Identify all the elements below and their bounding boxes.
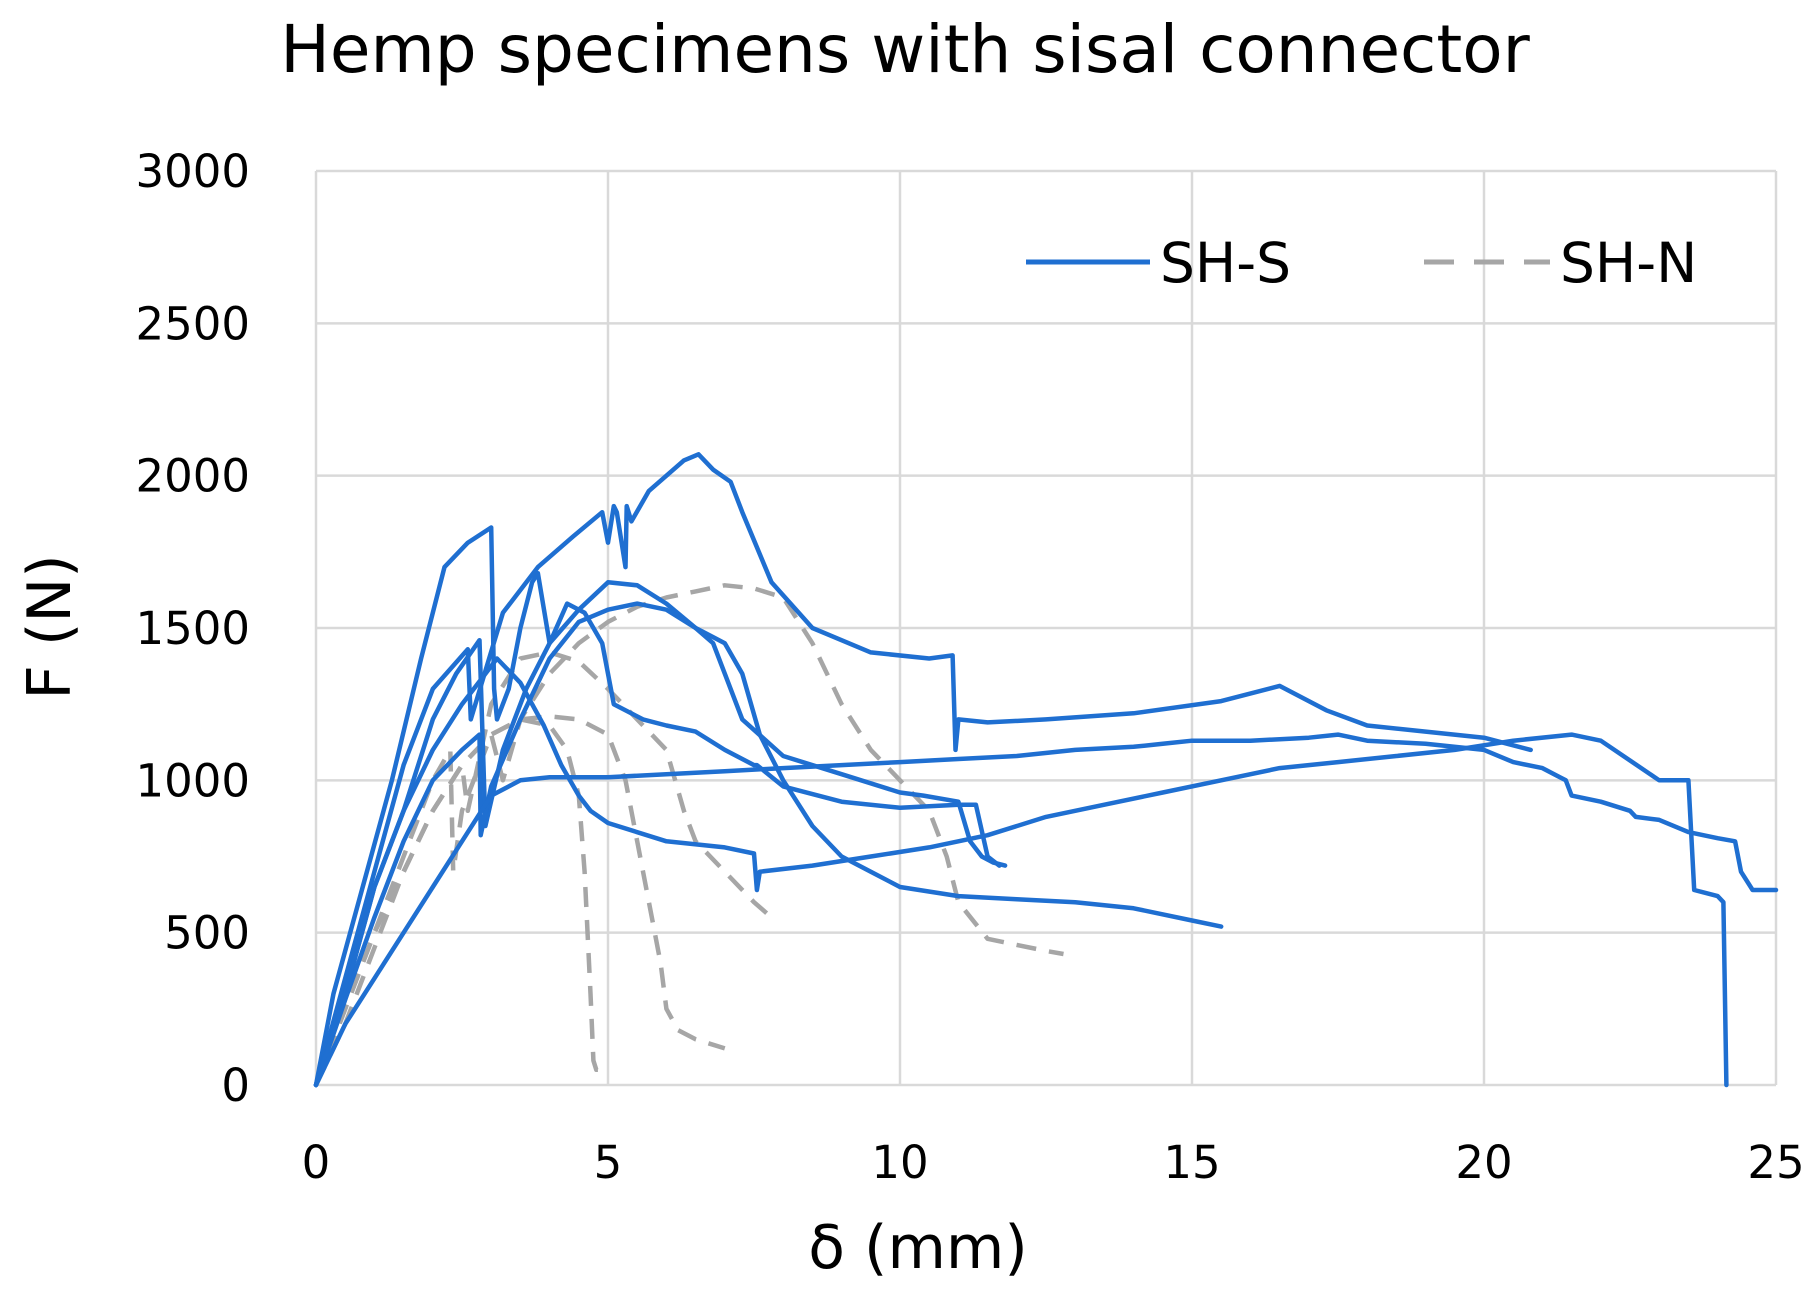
y-tick-label: 1500 [135,602,250,655]
x-tick-label: 15 [1163,1136,1220,1189]
legend: SH-S SH-N [1026,231,1697,295]
x-tick-label: 10 [871,1136,928,1189]
series-line-sh-s-4 [313,656,1729,1088]
y-axis-label: F (N) [15,554,85,699]
y-tick-label: 1000 [135,754,250,807]
series-line-sh-n-10 [313,583,1064,1086]
tick-labels: 0 5 10 15 20 25 0 500 1000 1500 2000 2500 3000 [135,145,1804,1189]
series-line-sh-s-2 [313,452,1533,1088]
series-line-sh-s-6 [313,732,1779,1088]
legend-label-sh-s: SH-S [1160,231,1291,295]
x-tick-label: 20 [1455,1136,1512,1189]
x-tick-label: 5 [594,1136,623,1189]
x-axis-label: δ (mm) [808,1213,1028,1283]
y-tick-label: 0 [221,1059,250,1112]
series-line-sh-s-1 [313,525,1002,1088]
series-line-sh-n-8 [313,714,726,1086]
y-tick-label: 3000 [135,145,250,198]
series-line-sh-s-3 [313,580,1008,1088]
series-layer [313,452,1779,1088]
legend-label-sh-n: SH-N [1560,231,1697,295]
x-tick-label: 25 [1747,1136,1804,1189]
y-tick-label: 2000 [135,450,250,503]
grid [314,169,1778,1087]
y-tick-label: 2500 [135,297,250,350]
x-tick-label: 0 [302,1136,331,1189]
chart-title: Hemp specimens with sisal connector [280,11,1530,88]
y-tick-label: 500 [164,907,250,960]
series-line-sh-n-9 [313,650,773,1086]
series-line-sh-s-5 [313,601,1224,1088]
